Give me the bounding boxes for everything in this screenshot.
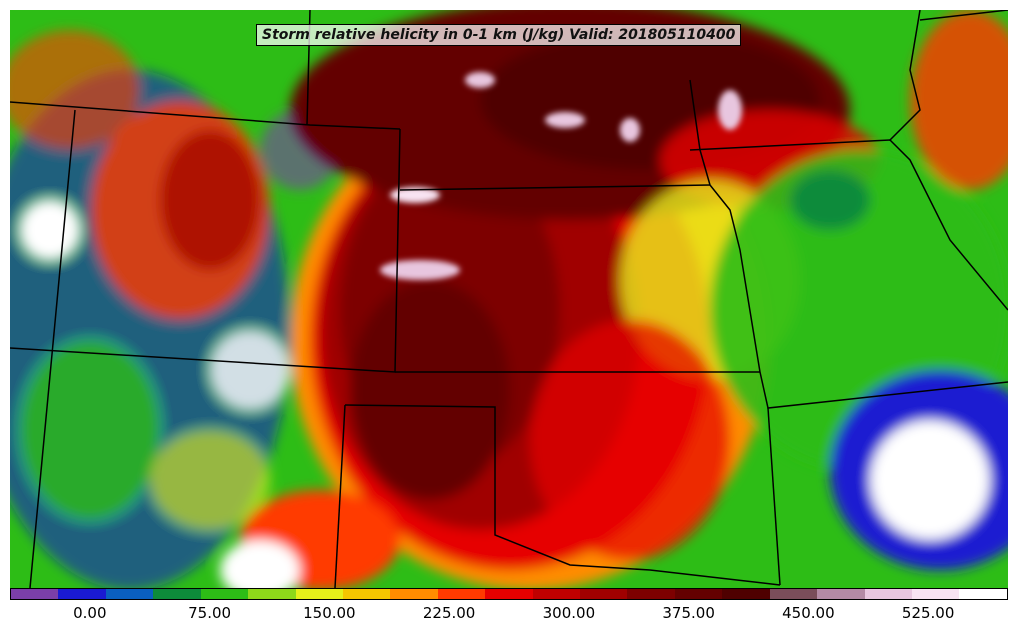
colorbar-segment	[11, 589, 59, 599]
colorbar-segment	[532, 589, 581, 599]
colorbar-tick-label: 300.00	[542, 604, 596, 622]
helicity-map	[10, 10, 1008, 588]
colorbar-segment	[248, 589, 296, 599]
colorbar-segment	[817, 589, 865, 599]
colorbar-tick-label: 450.00	[782, 604, 835, 622]
colorbar-segment	[58, 589, 106, 599]
colorbar-segment	[437, 589, 486, 599]
colorbar-segment	[912, 589, 960, 599]
colorbar-segment	[769, 589, 818, 599]
colorbar-segment	[200, 589, 249, 599]
colorbar-segment	[722, 589, 770, 599]
map-title: Storm relative helicity in 0-1 km (J/kg)…	[256, 24, 742, 46]
colorbar-segment	[153, 589, 201, 599]
colorbar-tick-label: 0.00	[73, 604, 107, 622]
colorbar-tick-label: 225.00	[422, 604, 476, 622]
colorbar-segment	[485, 589, 533, 599]
colorbar-segment	[105, 589, 154, 599]
colorbar-segment	[959, 589, 1007, 599]
colorbar-segment	[627, 589, 675, 599]
helicity-field	[10, 10, 1008, 588]
colorbar-tick-label: 525.00	[901, 604, 955, 622]
colorbar-tick-label: 150.00	[303, 604, 356, 622]
helicity-highs	[380, 72, 742, 280]
colorbar-segment	[295, 589, 343, 599]
colorbar	[10, 588, 1008, 600]
colorbar-segment	[674, 589, 723, 599]
colorbar-segment	[864, 589, 913, 599]
colorbar-tick-label: 75.00	[188, 604, 232, 622]
state-borders	[10, 10, 1008, 588]
colorbar-segment	[390, 589, 438, 599]
colorbar-segment	[342, 589, 391, 599]
colorbar-tick-label: 375.00	[662, 604, 715, 622]
map-area: Storm relative helicity in 0-1 km (J/kg)…	[10, 10, 1008, 588]
colorbar-segment	[580, 589, 628, 599]
colorbar-ticks: 0.00 75.00 150.00 225.00 300.00 375.00 450.00 5…	[10, 600, 1008, 630]
